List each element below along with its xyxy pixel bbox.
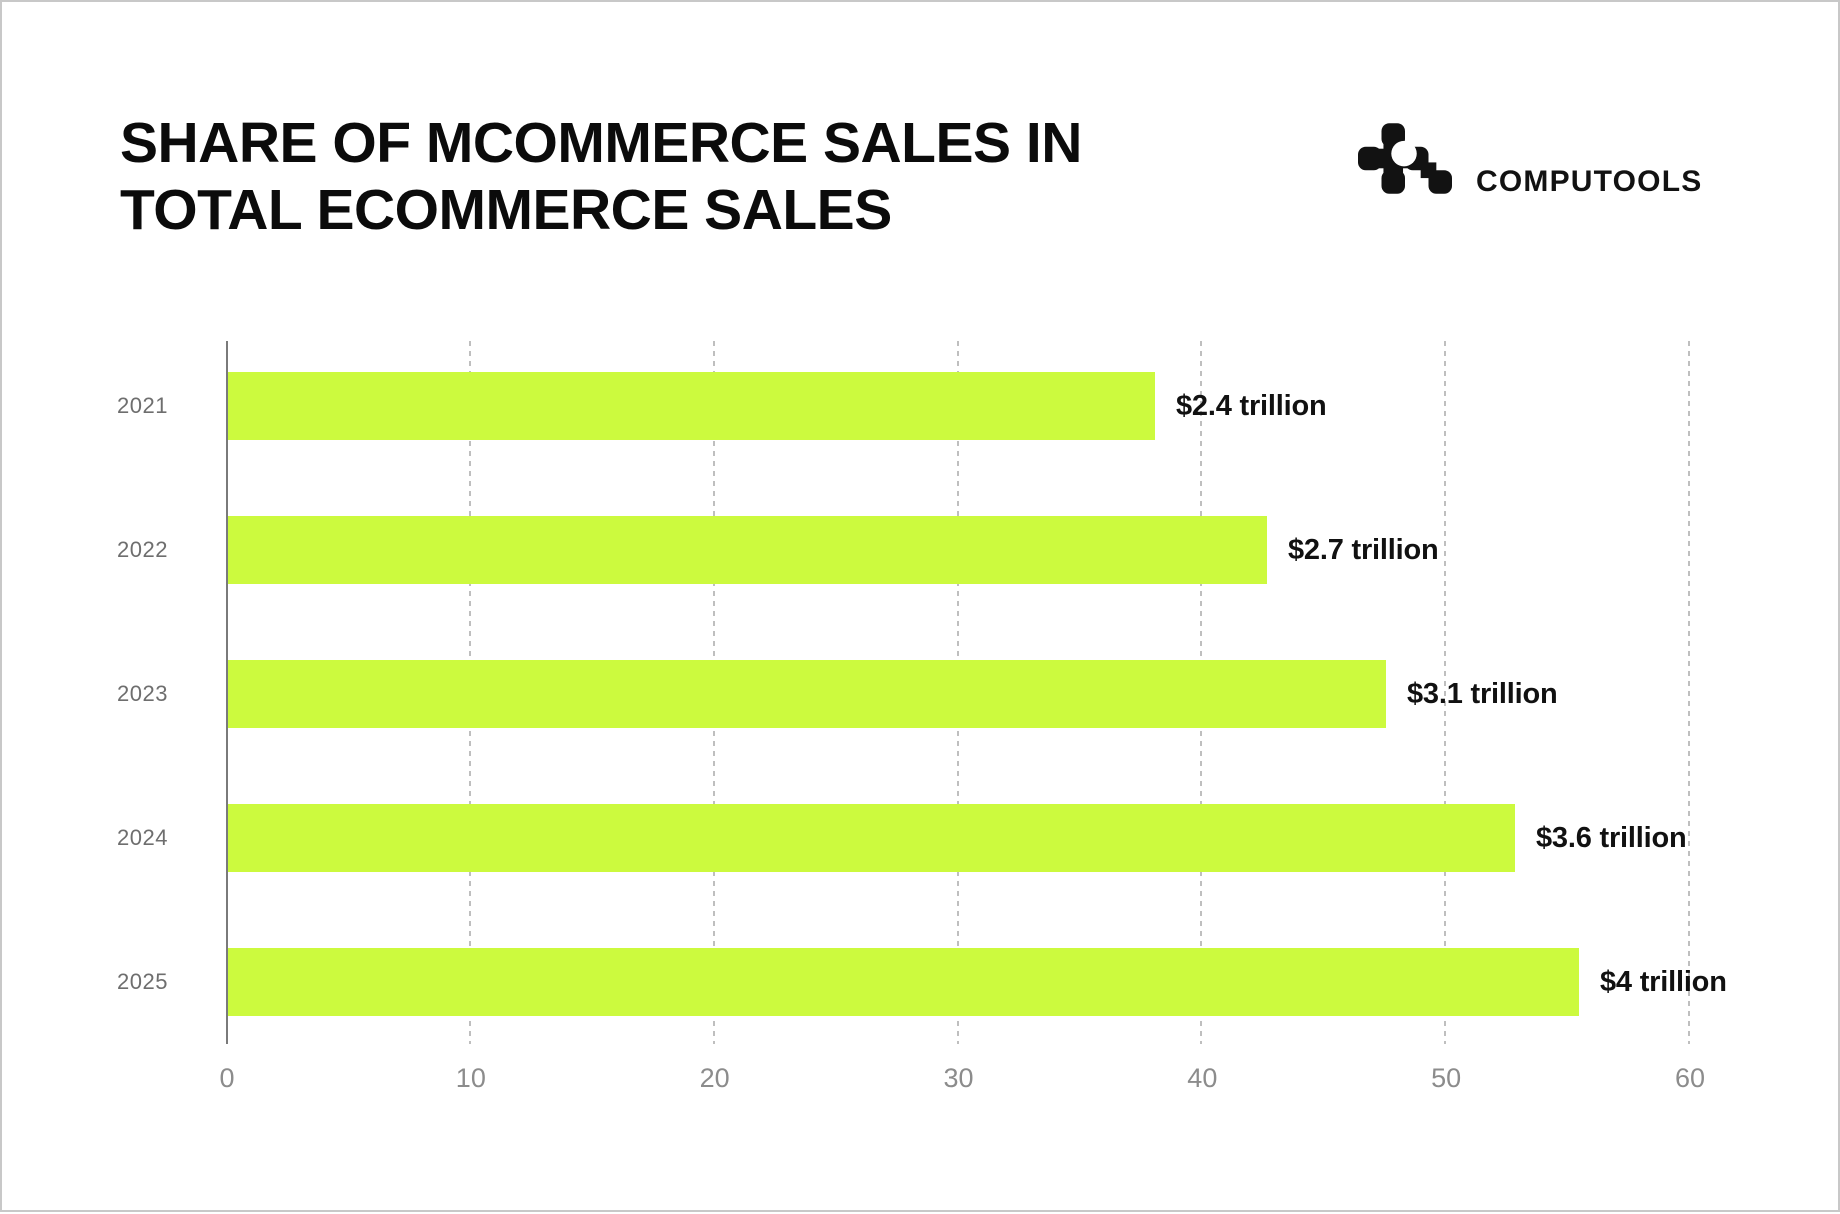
year-label-2021: 2021 bbox=[117, 393, 168, 418]
x-tick-label-20: 20 bbox=[699, 1063, 730, 1093]
y-axis-line bbox=[226, 341, 228, 1044]
value-label-2023: $3.1 trillion bbox=[1407, 678, 1558, 710]
bar-2025 bbox=[228, 948, 1579, 1016]
value-label-2021: $2.4 trillion bbox=[1176, 390, 1327, 422]
bar-2023 bbox=[228, 660, 1386, 728]
gridline-50 bbox=[1444, 341, 1447, 1044]
computools-logo-icon bbox=[1358, 122, 1452, 195]
gridline-60 bbox=[1688, 341, 1690, 1044]
page-title-line2: TOTAL ECOMMERCE SALES bbox=[120, 178, 892, 242]
bar-2021 bbox=[228, 372, 1155, 440]
year-label-2024: 2024 bbox=[117, 825, 168, 850]
brand-logo: COMPUTOOLS bbox=[1358, 122, 1702, 198]
x-tick-label-50: 50 bbox=[1431, 1063, 1462, 1093]
year-label-2022: 2022 bbox=[117, 537, 168, 562]
page-title-line1: SHARE OF MCOMMERCE SALES IN bbox=[120, 111, 1082, 175]
bar-2022 bbox=[228, 516, 1267, 584]
value-label-2024: $3.6 trillion bbox=[1536, 822, 1687, 854]
value-label-2025: $4 trillion bbox=[1600, 966, 1727, 998]
x-tick-label-10: 10 bbox=[455, 1063, 486, 1093]
brand-name: COMPUTOOLS bbox=[1476, 165, 1703, 198]
x-tick-label-30: 30 bbox=[943, 1063, 974, 1093]
bar-2024 bbox=[228, 804, 1515, 872]
x-tick-label-40: 40 bbox=[1187, 1063, 1218, 1093]
year-label-2025: 2025 bbox=[117, 969, 168, 994]
page-title: SHARE OF MCOMMERCE SALES IN TOTAL ECOMME… bbox=[120, 110, 1082, 244]
value-label-2022: $2.7 trillion bbox=[1288, 534, 1439, 566]
x-tick-label-60: 60 bbox=[1674, 1063, 1706, 1093]
x-tick-label-0: 0 bbox=[219, 1063, 235, 1093]
year-label-2023: 2023 bbox=[117, 681, 168, 706]
